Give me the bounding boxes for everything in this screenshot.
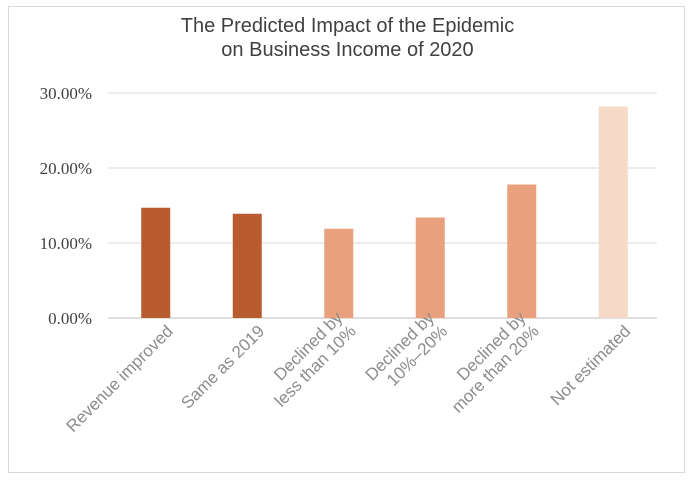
y-tick-label: 20.00% bbox=[40, 159, 92, 178]
x-tick-label-group: Same as 2019 bbox=[177, 322, 268, 413]
y-tick-label: 30.00% bbox=[40, 84, 92, 103]
bar bbox=[598, 106, 628, 318]
chart-title: The Predicted Impact of the Epidemic on … bbox=[0, 14, 695, 62]
x-tick-label: Revenue improved bbox=[62, 322, 176, 436]
bar bbox=[141, 207, 171, 318]
y-tick-label: 10.00% bbox=[40, 234, 92, 253]
chart-title-line-2: on Business Income of 2020 bbox=[221, 39, 474, 61]
x-tick-label: Same as 2019 bbox=[177, 322, 268, 413]
x-tick-label-group: Revenue improved bbox=[62, 322, 176, 436]
x-tick-label: Not estimated bbox=[547, 322, 635, 410]
bar bbox=[415, 217, 445, 318]
y-tick-label: 0.00% bbox=[48, 309, 92, 328]
bar bbox=[324, 228, 354, 318]
chart-title-line-1: The Predicted Impact of the Epidemic bbox=[180, 15, 515, 37]
bar bbox=[232, 213, 262, 318]
bar bbox=[507, 184, 537, 318]
x-tick-label-group: Not estimated bbox=[547, 322, 635, 410]
